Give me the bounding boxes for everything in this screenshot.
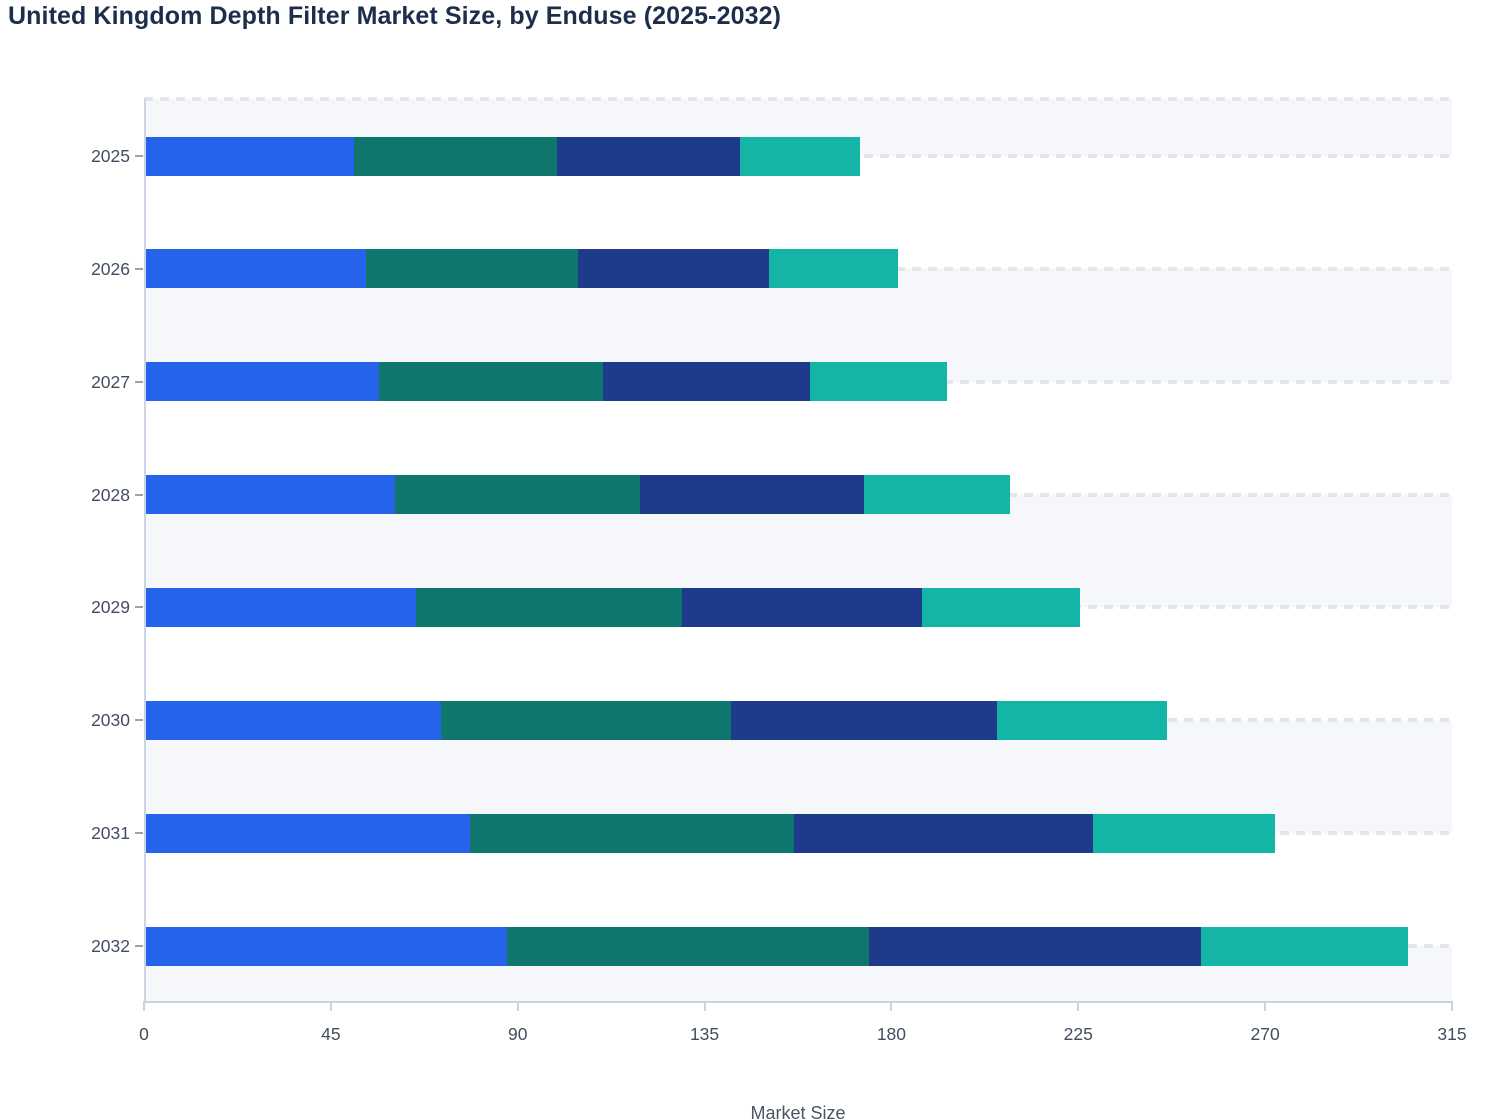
bar-segment-blue-2026: [146, 249, 367, 289]
plot-area: [135, 97, 1453, 1011]
bar-segment-teal-2026: [366, 249, 578, 289]
y-axis-label-2028: 2028: [91, 484, 130, 505]
y-axis-tick: [135, 832, 143, 835]
y-axis-label-2025: 2025: [91, 146, 130, 166]
bar-segment-navy-2027: [602, 362, 811, 402]
x-axis-tick-label-0: 0: [139, 1024, 149, 1044]
y-axis-tick: [135, 945, 143, 947]
x-axis-line: [144, 1001, 1452, 1003]
y-axis-label-2031: 2031: [91, 823, 130, 844]
bar-segment-blue-2029: [146, 587, 416, 627]
y-axis-tick: [135, 155, 143, 157]
y-axis-tick: [135, 719, 143, 722]
bar-segment-blue-2031: [146, 813, 470, 853]
x-axis-tick-label-225: 225: [1063, 1024, 1093, 1044]
y-axis-label-2029: 2029: [91, 597, 130, 618]
x-axis-tick: [143, 1001, 145, 1011]
bar-segment-blue-2028: [146, 475, 396, 515]
bar-segment-navy-2030: [731, 700, 998, 740]
bar-segment-turquoise-2025: [739, 136, 861, 176]
bar-segment-teal-2032: [507, 926, 869, 966]
bar-segment-teal-2030: [440, 700, 732, 740]
bar-segment-teal-2027: [378, 362, 603, 402]
x-axis-tick: [1451, 1001, 1453, 1011]
y-axis-label-2032: 2032: [91, 936, 130, 956]
bar-segment-turquoise-2028: [864, 475, 1010, 515]
bar-segment-teal-2029: [415, 587, 682, 627]
bar-segment-turquoise-2030: [997, 700, 1168, 740]
chart-title: United Kingdom Depth Filter Market Size,…: [8, 2, 782, 30]
x-axis-tick-label-135: 135: [689, 1024, 720, 1044]
bar-segment-teal-2031: [469, 813, 794, 853]
x-axis-tick-label-270: 270: [1250, 1024, 1280, 1044]
bar-segment-navy-2029: [681, 587, 923, 627]
x-axis-tick-label-90: 90: [507, 1024, 528, 1044]
y-axis-label-2030: 2030: [91, 710, 130, 731]
y-axis-label-2027: 2027: [91, 371, 130, 392]
bar-segment-navy-2026: [577, 249, 769, 289]
x-axis-tick: [703, 1001, 706, 1011]
bar-segment-navy-2028: [640, 475, 865, 515]
x-axis-tick: [890, 1001, 893, 1011]
bar-segment-teal-2028: [395, 475, 641, 515]
y-axis-tick: [135, 493, 143, 496]
y-axis-tick: [135, 380, 143, 383]
x-axis-tick: [1264, 1001, 1267, 1011]
y-axis-tick: [135, 606, 143, 609]
bar-segment-turquoise-2029: [922, 587, 1081, 627]
bar-segment-turquoise-2027: [810, 362, 948, 402]
bar-segment-turquoise-2032: [1200, 926, 1409, 966]
x-axis-tick: [516, 1001, 519, 1011]
y-axis-tick: [135, 267, 143, 270]
x-axis-tick-label-315: 315: [1437, 1024, 1467, 1044]
bar-segment-navy-2032: [868, 926, 1201, 966]
bar-segment-blue-2032: [146, 926, 508, 966]
bar-segment-turquoise-2026: [768, 249, 898, 289]
x-axis-tick-label-45: 45: [321, 1024, 341, 1044]
bar-segment-turquoise-2031: [1092, 813, 1276, 853]
x-axis-tick: [1077, 1001, 1080, 1011]
bar-segment-blue-2030: [146, 700, 441, 740]
y-axis-line: [144, 99, 146, 1001]
y-axis-label-2026: 2026: [91, 258, 130, 279]
x-axis-title: Market Size: [750, 1103, 846, 1120]
gridline-dashed: [144, 97, 1452, 101]
bar-segment-navy-2031: [793, 813, 1093, 853]
bar-segment-blue-2025: [146, 136, 354, 176]
bar-segment-navy-2025: [557, 136, 740, 176]
bar-segment-blue-2027: [146, 362, 379, 402]
x-axis-tick-label-180: 180: [876, 1024, 907, 1044]
x-axis-tick: [329, 1001, 332, 1011]
bar-segment-teal-2025: [353, 136, 558, 176]
